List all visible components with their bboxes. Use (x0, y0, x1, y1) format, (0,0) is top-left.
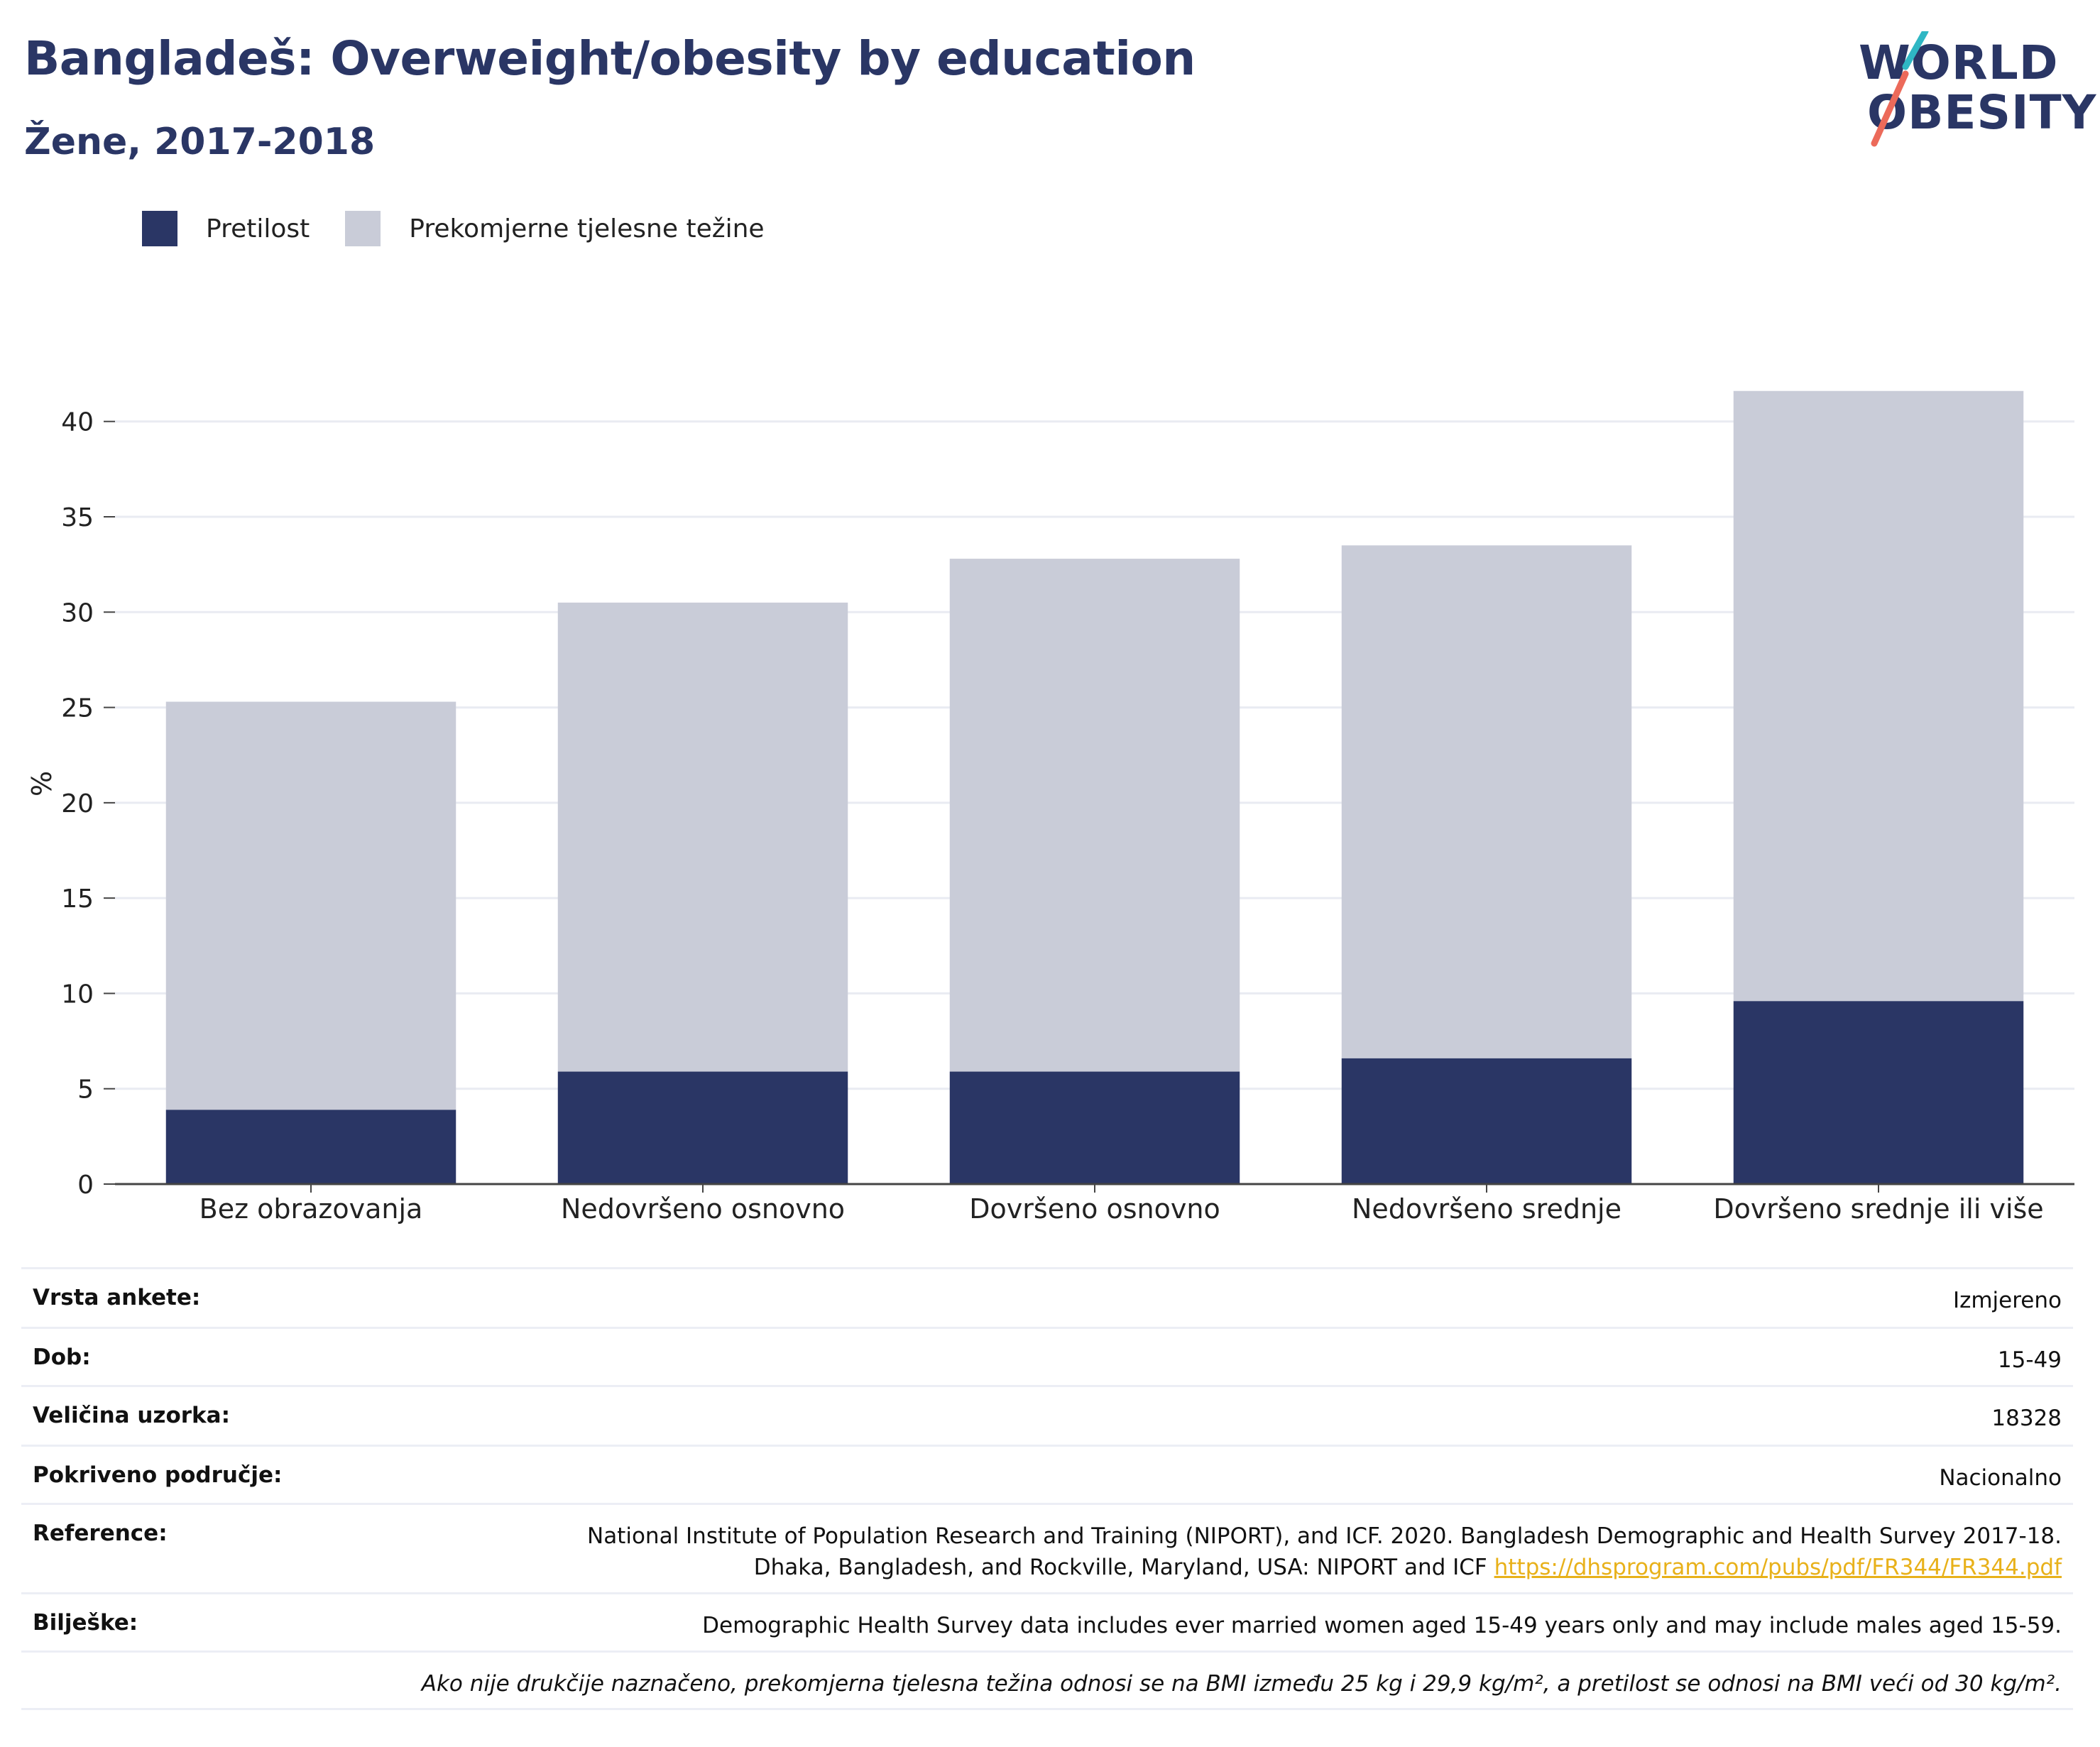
page-title: Bangladeš: Overweight/obesity by educati… (24, 31, 1196, 86)
info-label: Veličina uzorka: (33, 1403, 230, 1428)
info-row-notes: Bilješke: Demographic Health Survey data… (21, 1592, 2073, 1650)
y-tick-label: 25 (61, 694, 94, 723)
x-tick-label: Dovršeno srednje ili više (1713, 1193, 2043, 1225)
info-label: Dob: (33, 1345, 91, 1370)
legend-item-overweight[interactable]: Prekomjerne tjelesne težine (345, 211, 765, 246)
bar-overweight (557, 602, 848, 1072)
info-label: Vrsta ankete: (33, 1285, 201, 1310)
bar-obesity (1733, 1001, 2024, 1184)
reference-line-1: National Institute of Population Researc… (587, 1523, 2062, 1549)
bar-obesity (1341, 1058, 1632, 1184)
info-value-reference: National Institute of Population Researc… (587, 1521, 2062, 1592)
info-label: Pokriveno područje: (33, 1462, 283, 1488)
info-label: Reference: (33, 1521, 168, 1546)
logo-text-obesity: OBESITY (1867, 85, 2097, 140)
legend-item-obesity[interactable]: Pretilost (142, 211, 310, 246)
reference-text: Dhaka, Bangladesh, and Rockville, Maryla… (753, 1555, 1487, 1580)
y-tick-label: 35 (61, 503, 94, 532)
info-row-footnote: Ako nije drukčije naznačeno, prekomjerna… (21, 1650, 2073, 1710)
x-tick-label: Nedovršeno osnovno (561, 1193, 845, 1225)
legend-swatch-obesity (142, 211, 177, 246)
info-label: Bilješke: (33, 1610, 138, 1636)
info-row-reference: Reference: National Institute of Populat… (21, 1503, 2073, 1592)
legend-label-overweight: Prekomjerne tjelesne težine (409, 214, 765, 243)
info-value: Demographic Health Survey data includes … (702, 1613, 2062, 1638)
info-value: Izmjereno (1952, 1288, 2062, 1313)
bar-overweight (1341, 545, 1632, 1058)
survey-info-table: Vrsta ankete: Izmjereno Dob: 15-49 Velič… (21, 1267, 2073, 1710)
y-tick-label: 5 (77, 1075, 94, 1105)
y-tick-label: 15 (61, 885, 94, 914)
info-value: 18328 (1991, 1406, 2062, 1431)
bar-overweight (1733, 390, 2024, 1002)
y-tick-label: 30 (61, 598, 94, 628)
logo-slash-icon (1871, 31, 1929, 147)
bar-chart: 0 5 10 15 20 25 30 35 40 Bez obrazovanja Nedovršen… (26, 390, 2074, 1225)
x-tick-label: Bez obrazovanja (199, 1193, 423, 1225)
chart-legend: Pretilost Prekomjerne tjelesne težine (142, 210, 800, 247)
footnote-text: Ako nije drukčije naznačeno, prekomjerna… (421, 1671, 2062, 1697)
world-obesity-logo[interactable]: WORLD OBESITY (1846, 31, 2096, 152)
info-row-sample-size: Veličina uzorka: 18328 (21, 1385, 2073, 1445)
x-tick-label: Nedovršeno srednje (1352, 1193, 1622, 1225)
bar-overweight (165, 701, 456, 1110)
logo-text-world: WORLD (1859, 35, 2059, 90)
bar-overweight (949, 559, 1240, 1072)
x-tick-label: Dovršeno osnovno (969, 1193, 1220, 1225)
info-row-age: Dob: 15-49 (21, 1327, 2073, 1385)
legend-label-obesity: Pretilost (206, 214, 310, 243)
y-tick-label: 10 (61, 980, 94, 1009)
info-value: 15-49 (1997, 1347, 2062, 1373)
reference-line-2: Dhaka, Bangladesh, and Rockville, Maryla… (587, 1552, 2062, 1583)
page-subtitle: Žene, 2017-2018 (24, 121, 376, 163)
y-tick-label: 20 (61, 789, 94, 818)
info-row-coverage: Pokriveno područje: Nacionalno (21, 1445, 2073, 1503)
info-row-survey-type: Vrsta ankete: Izmjereno (21, 1267, 2073, 1327)
info-value: Nacionalno (1939, 1465, 2062, 1491)
y-tick-label: 0 (77, 1171, 94, 1200)
reference-link[interactable]: https://dhsprogram.com/pubs/pdf/FR344/FR… (1494, 1555, 2062, 1580)
bar-obesity (165, 1110, 456, 1184)
y-tick-label: 40 (61, 408, 94, 437)
y-axis-title: % (26, 771, 58, 796)
legend-swatch-overweight (345, 211, 381, 246)
bar-obesity (949, 1071, 1240, 1184)
bar-obesity (557, 1071, 848, 1184)
